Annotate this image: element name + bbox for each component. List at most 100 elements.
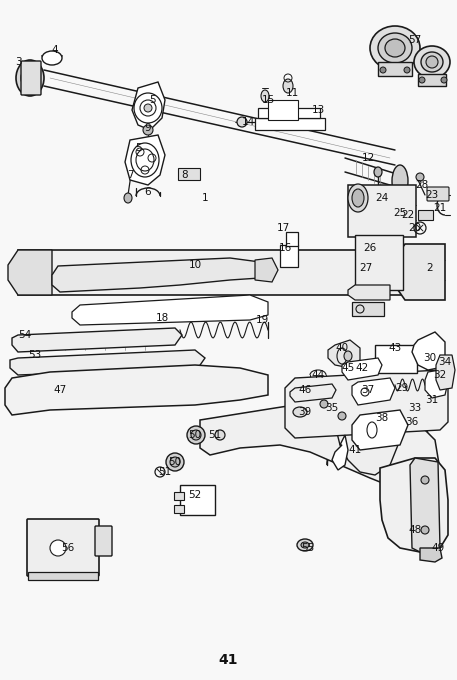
- Ellipse shape: [297, 539, 313, 551]
- Ellipse shape: [421, 52, 443, 72]
- Polygon shape: [332, 435, 348, 470]
- Polygon shape: [72, 295, 268, 325]
- Polygon shape: [125, 135, 165, 185]
- Ellipse shape: [380, 67, 386, 73]
- Polygon shape: [290, 384, 336, 402]
- Text: 6: 6: [145, 187, 151, 197]
- Text: 9: 9: [145, 123, 151, 133]
- FancyBboxPatch shape: [28, 572, 98, 580]
- Ellipse shape: [416, 173, 424, 181]
- Ellipse shape: [301, 542, 309, 548]
- Polygon shape: [410, 458, 440, 552]
- FancyBboxPatch shape: [378, 62, 412, 76]
- Ellipse shape: [261, 90, 269, 102]
- Polygon shape: [380, 458, 448, 552]
- Polygon shape: [328, 340, 360, 368]
- FancyBboxPatch shape: [352, 302, 384, 316]
- FancyBboxPatch shape: [418, 210, 433, 220]
- Text: 1: 1: [202, 193, 208, 203]
- Text: 47: 47: [53, 385, 67, 395]
- Ellipse shape: [21, 66, 39, 90]
- Text: 23: 23: [425, 190, 439, 200]
- Text: 29: 29: [395, 383, 409, 393]
- Text: 30: 30: [424, 353, 436, 363]
- Text: 31: 31: [425, 395, 439, 405]
- Ellipse shape: [166, 453, 184, 471]
- FancyBboxPatch shape: [21, 61, 41, 95]
- Text: 35: 35: [325, 403, 339, 413]
- Text: 14: 14: [241, 117, 255, 127]
- FancyBboxPatch shape: [180, 485, 215, 515]
- Ellipse shape: [187, 426, 205, 444]
- Ellipse shape: [131, 143, 159, 177]
- Polygon shape: [436, 355, 455, 390]
- Polygon shape: [10, 350, 205, 375]
- Ellipse shape: [143, 125, 153, 135]
- FancyBboxPatch shape: [348, 185, 416, 237]
- Polygon shape: [52, 258, 265, 292]
- Ellipse shape: [426, 56, 438, 68]
- Text: 36: 36: [405, 417, 419, 427]
- Ellipse shape: [392, 165, 408, 197]
- Ellipse shape: [338, 412, 346, 420]
- FancyBboxPatch shape: [427, 187, 449, 201]
- Ellipse shape: [50, 540, 66, 556]
- Ellipse shape: [348, 184, 368, 212]
- Ellipse shape: [385, 39, 405, 57]
- FancyBboxPatch shape: [255, 118, 325, 130]
- Polygon shape: [18, 250, 435, 295]
- FancyBboxPatch shape: [355, 235, 403, 290]
- Text: 38: 38: [375, 413, 388, 423]
- Polygon shape: [12, 328, 182, 352]
- FancyBboxPatch shape: [174, 505, 184, 513]
- FancyBboxPatch shape: [174, 492, 184, 500]
- Text: 13: 13: [311, 105, 324, 115]
- Text: 24: 24: [375, 193, 388, 203]
- FancyBboxPatch shape: [258, 108, 320, 118]
- Text: 18: 18: [155, 313, 169, 323]
- Ellipse shape: [25, 71, 35, 85]
- Text: 50: 50: [188, 430, 202, 440]
- Text: 5: 5: [149, 95, 155, 105]
- FancyBboxPatch shape: [418, 74, 446, 86]
- Text: 54: 54: [18, 330, 32, 340]
- Text: 10: 10: [188, 260, 202, 270]
- Text: 49: 49: [431, 543, 445, 553]
- Ellipse shape: [352, 189, 364, 207]
- Text: 57: 57: [409, 35, 422, 45]
- Text: 27: 27: [359, 263, 372, 273]
- FancyBboxPatch shape: [286, 232, 298, 246]
- Ellipse shape: [421, 526, 429, 534]
- Text: 40: 40: [335, 343, 349, 353]
- Text: 15: 15: [261, 95, 275, 105]
- Polygon shape: [8, 250, 52, 295]
- Text: 17: 17: [276, 223, 290, 233]
- FancyBboxPatch shape: [95, 526, 112, 556]
- Text: 22: 22: [401, 210, 414, 220]
- Text: 42: 42: [356, 363, 369, 373]
- Text: 5: 5: [135, 143, 141, 153]
- Text: 11: 11: [285, 88, 298, 98]
- Text: 48: 48: [409, 525, 422, 535]
- Text: 52: 52: [188, 490, 202, 500]
- FancyBboxPatch shape: [280, 245, 298, 267]
- Ellipse shape: [16, 60, 44, 96]
- Polygon shape: [425, 370, 448, 398]
- Text: 25: 25: [393, 208, 407, 218]
- Text: 55: 55: [301, 543, 314, 553]
- Ellipse shape: [237, 117, 247, 127]
- Polygon shape: [398, 244, 445, 300]
- Text: 41: 41: [348, 445, 361, 455]
- Text: 7: 7: [127, 170, 133, 180]
- Text: 28: 28: [415, 180, 429, 190]
- Text: 46: 46: [298, 385, 312, 395]
- FancyBboxPatch shape: [268, 100, 298, 120]
- Polygon shape: [352, 378, 395, 405]
- Text: 39: 39: [298, 407, 312, 417]
- Polygon shape: [420, 548, 442, 562]
- Ellipse shape: [404, 67, 410, 73]
- Ellipse shape: [421, 476, 429, 484]
- Text: 8: 8: [182, 170, 188, 180]
- Polygon shape: [348, 285, 390, 300]
- Ellipse shape: [344, 351, 352, 361]
